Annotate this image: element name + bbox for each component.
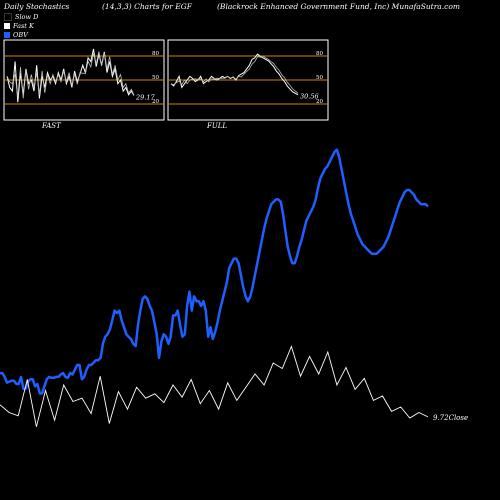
legend-label-fast-k: Fast K xyxy=(13,22,34,30)
chart-title-right: (Blackrock Enhanced Government Fund, Inc… xyxy=(217,2,460,11)
legend-label-slow-d: Slow D xyxy=(15,13,39,21)
legend-swatch-obv xyxy=(4,32,10,38)
panel-tick-label-fast-20: 20 xyxy=(152,99,159,105)
panel-label-full: FULL xyxy=(207,122,228,130)
panel-tick-label-full-20: 20 xyxy=(316,99,323,105)
legend-item-obv: OBV xyxy=(4,31,28,39)
chart-title-mid: (14,3,3) Charts for EGF xyxy=(102,2,192,11)
panel-label-fast: FAST xyxy=(42,122,61,130)
panel-tick-label-fast-80: 80 xyxy=(152,51,159,57)
legend-swatch-slow-d xyxy=(4,13,12,21)
legend-item-fast-k: Fast K xyxy=(4,22,34,30)
panel-tick-label-full-80: 80 xyxy=(316,51,323,57)
legend-item-slow-d: Slow D xyxy=(4,13,38,21)
panel-tick-label-fast-50: 50 xyxy=(152,75,159,81)
panel-value-label-full: 30.56 xyxy=(300,93,319,101)
obv-line xyxy=(0,148,429,395)
panel-value-label-fast: 29.17 xyxy=(135,94,155,102)
legend-label-obv: OBV xyxy=(13,31,28,39)
panel-stoch-line-fast xyxy=(6,48,135,103)
close-label: 9.72Close xyxy=(433,414,468,422)
panel-stoch-smooth-line-fast xyxy=(6,51,135,99)
chart-title-left: Daily Stochastics xyxy=(4,2,70,11)
legend-swatch-fast-k xyxy=(4,23,10,29)
stochastic-line xyxy=(0,345,429,427)
panel-stoch-smooth-line-full xyxy=(170,55,299,94)
panel-tick-label-full-50: 50 xyxy=(316,75,323,81)
